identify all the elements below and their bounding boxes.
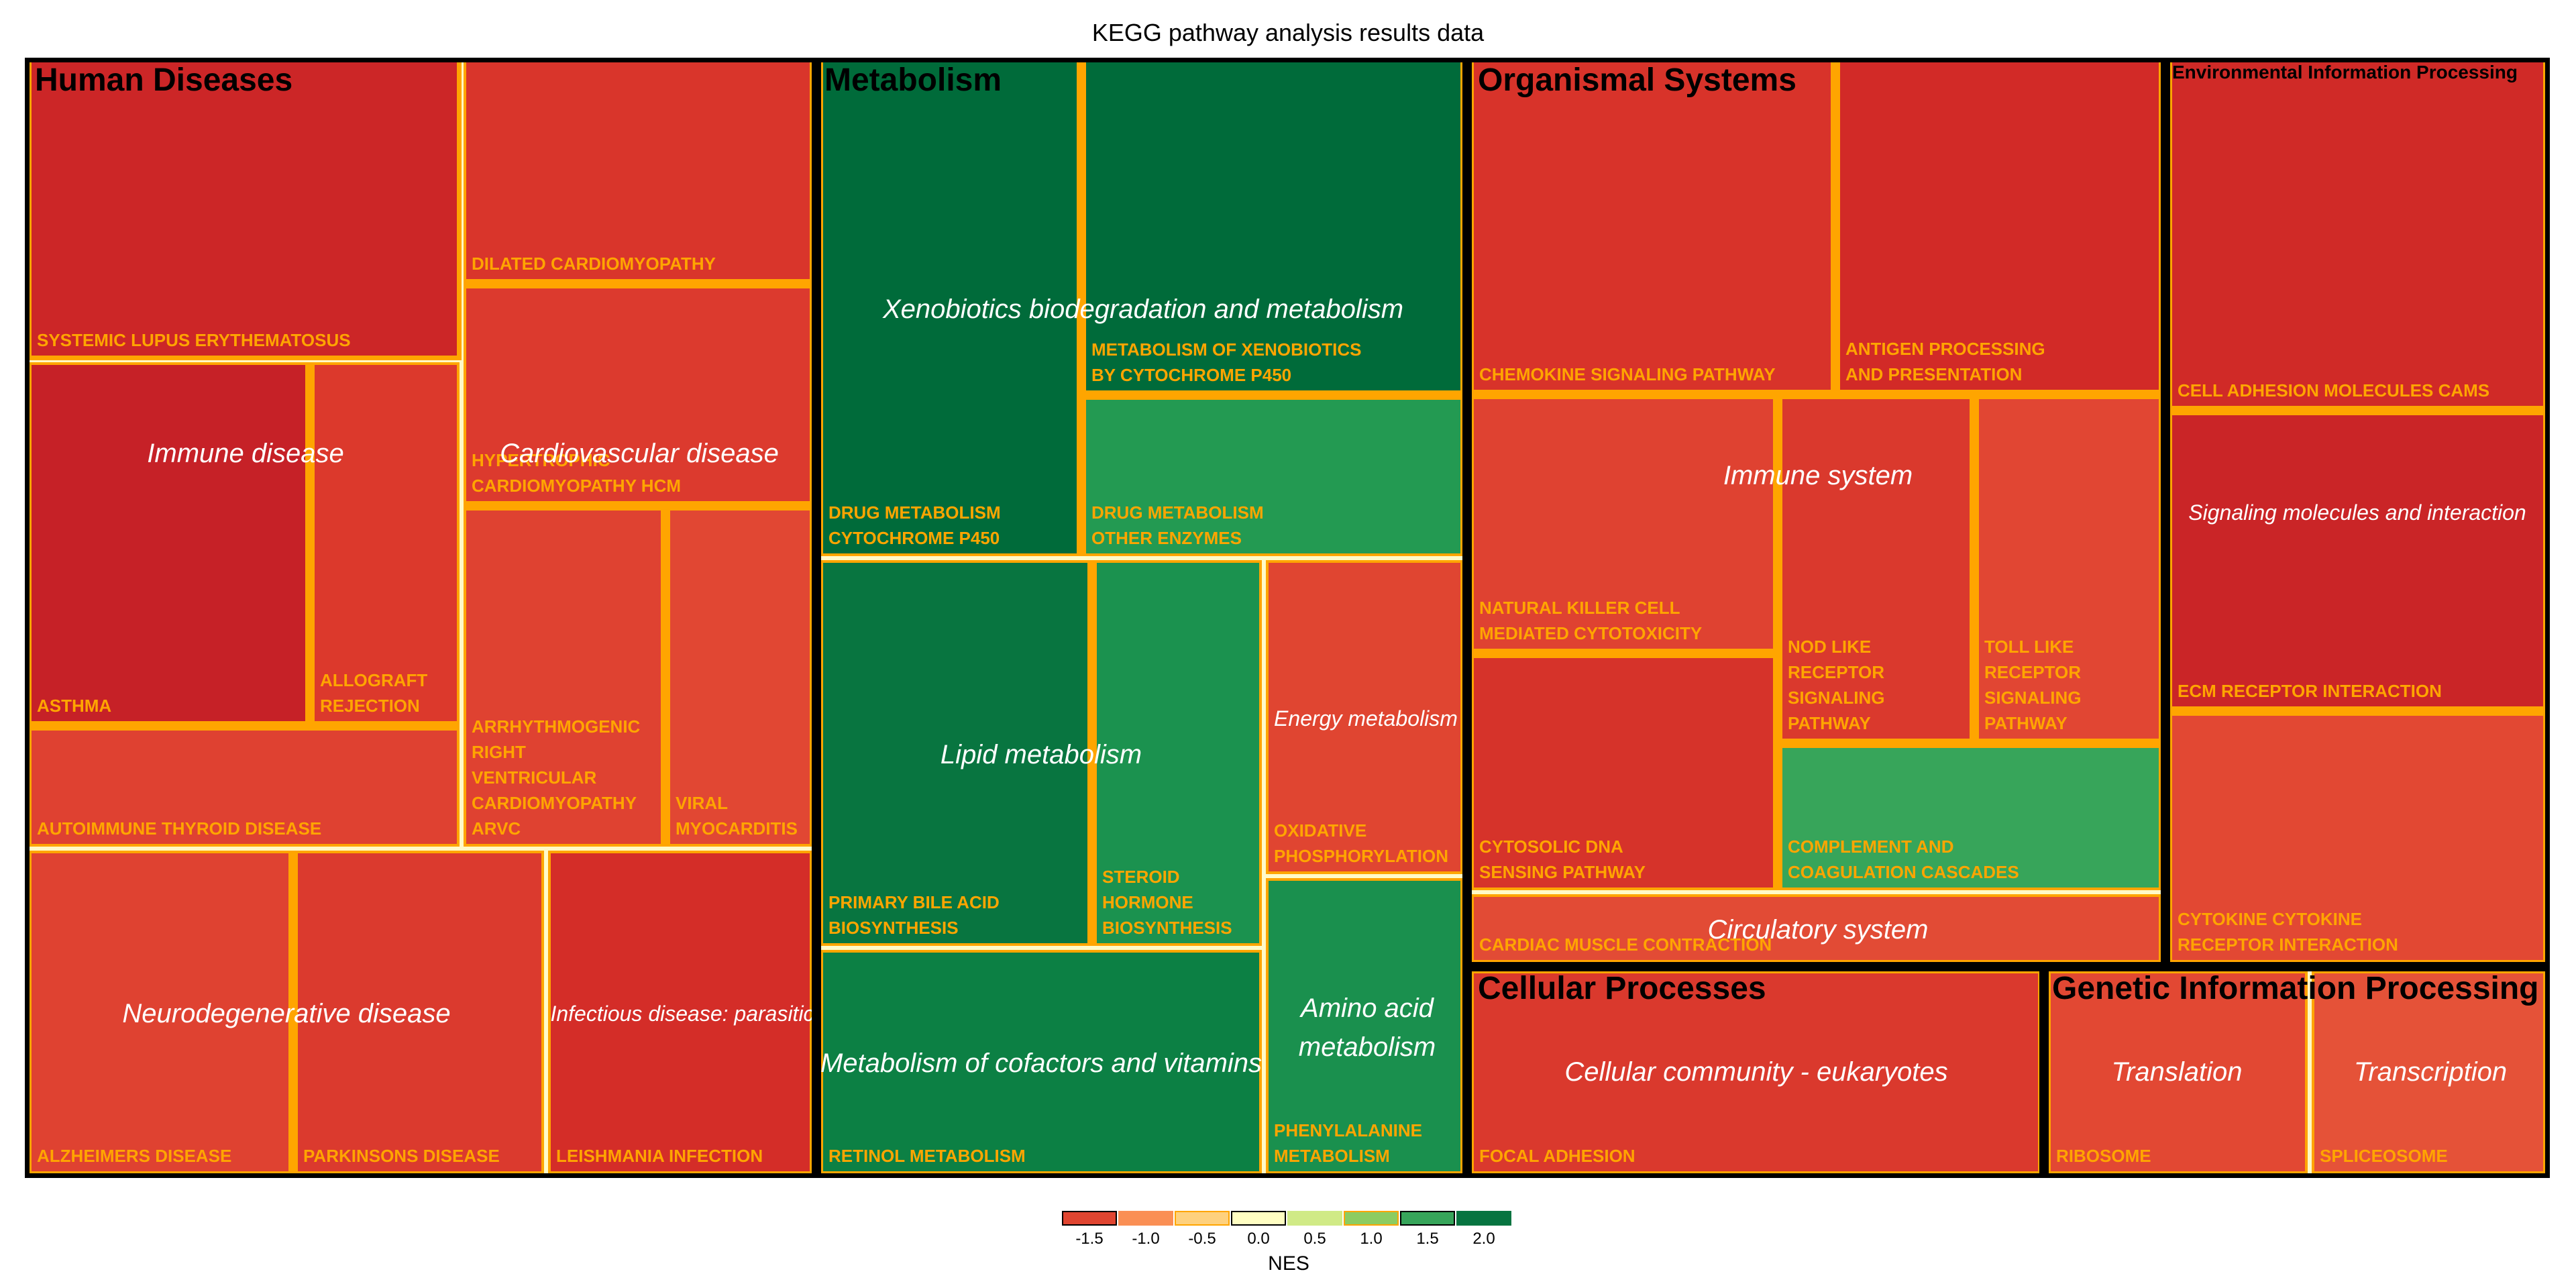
tile-label: COMPLEMENT AND COAGULATION CASCADES	[1788, 837, 2019, 882]
tile-allograft-rejection: ALLOGRAFT REJECTION	[310, 360, 462, 726]
subgroup-label: Cellular community - eukaryotes	[1564, 1057, 1948, 1087]
tile-hypertrophic-cardiomyopathy-hcm: HYPERTROPHIC CARDIOMYOPATHY HCM	[462, 284, 814, 506]
tile-complement-and-coagulation-cascades: COMPLEMENT AND COAGULATION CASCADES	[1778, 743, 2163, 892]
chart-title: KEGG pathway analysis results data	[1091, 19, 1485, 46]
tile-label: ECM RECEPTOR INTERACTION	[2178, 681, 2442, 701]
group-label-metabolism: Metabolism	[824, 62, 1002, 98]
tile-phenylalanine-metabolism: PHENYLALANINE METABOLISM	[1264, 876, 1465, 1176]
tile-label: CELL ADHESION MOLECULES CAMS	[2178, 380, 2490, 400]
subgroup-label: Lipid metabolism	[940, 740, 1142, 769]
legend-swatch	[1062, 1211, 1117, 1226]
tile-viral-myocarditis: VIRAL MYOCARDITIS	[665, 506, 814, 849]
subgroup-label: Metabolism of cofactors and vitamins	[820, 1049, 1263, 1078]
legend-swatch	[1287, 1211, 1342, 1226]
tile-label: ASTHMA	[37, 696, 112, 716]
legend-tick-label: -1.5	[1075, 1230, 1104, 1248]
tile-label: DILATED CARDIOMYOPATHY	[472, 254, 716, 274]
legend-tick-label: 0.5	[1303, 1230, 1326, 1248]
subgroup-label: Immune system	[1723, 461, 1913, 490]
tile-steroid-hormone-biosynthesis: STEROID HORMONE BIOSYNTHESIS	[1092, 558, 1264, 948]
tile-label: SYSTEMIC LUPUS ERYTHEMATOSUS	[37, 330, 351, 350]
subgroup-label: Cardiovascular disease	[500, 439, 779, 468]
tile-label: VIRAL MYOCARDITIS	[676, 793, 798, 839]
tile-label: AUTOIMMUNE THYROID DISEASE	[37, 818, 322, 839]
tile-label: PHENYLALANINE METABOLISM	[1274, 1120, 1423, 1166]
tile-label: ALZHEIMERS DISEASE	[37, 1146, 232, 1166]
tile-cytokine-cytokine-receptor-interaction: CYTOKINE CYTOKINE RECEPTOR INTERACTION	[2167, 711, 2548, 965]
tile-nod-like-receptor-signaling-pathway: NOD LIKE RECEPTOR SIGNALING PATHWAY	[1778, 394, 1974, 743]
tile-drug-metabolism-other-enzymes: DRUG METABOLISM OTHER ENZYMES	[1081, 395, 1465, 558]
tile-primary-bile-acid-biosynthesis: PRIMARY BILE ACID BIOSYNTHESIS	[818, 558, 1092, 948]
tile-label: ANTIGEN PROCESSING AND PRESENTATION	[1845, 339, 2045, 384]
tile-label: RIBOSOME	[2056, 1146, 2151, 1166]
tile-label: LEISHMANIA INFECTION	[556, 1146, 763, 1166]
tile-dilated-cardiomyopathy: DILATED CARDIOMYOPATHY	[462, 58, 814, 284]
subgroup-label: Translation	[2111, 1057, 2243, 1087]
tile-oxidative-phosphorylation: OXIDATIVE PHOSPHORYLATION	[1264, 558, 1465, 876]
legend-swatch	[1400, 1211, 1455, 1226]
legend-swatch	[1344, 1211, 1399, 1226]
subgroup-label: Neurodegenerative disease	[122, 999, 451, 1028]
tile-label: HYPERTROPHIC CARDIOMYOPATHY HCM	[472, 450, 681, 496]
tile-chemokine-signaling-pathway: CHEMOKINE SIGNALING PATHWAY	[1469, 58, 1835, 394]
legend-title: NES	[1268, 1252, 1309, 1275]
tile-label: ARRHYTHMOGENIC RIGHT VENTRICULAR CARDIOM…	[472, 716, 641, 839]
legend-tick-label: 0.0	[1247, 1230, 1270, 1248]
tile-label: FOCAL ADHESION	[1479, 1146, 1635, 1166]
tile-antigen-processing-and-presentation: ANTIGEN PROCESSING AND PRESENTATION	[1835, 58, 2163, 394]
tile-asthma: ASTHMA	[27, 360, 310, 726]
tile-cytosolic-dna-sensing-pathway: CYTOSOLIC DNA SENSING PATHWAY	[1469, 653, 1778, 892]
subgroup-label: Amino acid metabolism	[1298, 994, 1436, 1062]
tile-retinol-metabolism: RETINOL METABOLISM	[818, 948, 1264, 1176]
tile-natural-killer-cell-mediated-cytotoxicity: NATURAL KILLER CELL MEDIATED CYTOTOXICIT…	[1469, 394, 1778, 653]
tile-systemic-lupus-erythematosus: SYSTEMIC LUPUS ERYTHEMATOSUS	[27, 58, 462, 360]
tile-label: CHEMOKINE SIGNALING PATHWAY	[1479, 364, 1776, 384]
tile-label: PRIMARY BILE ACID BIOSYNTHESIS	[828, 892, 1000, 938]
tile-label: CYTOKINE CYTOKINE RECEPTOR INTERACTION	[2178, 909, 2398, 955]
group-label-cellular-processes: Cellular Processes	[1478, 971, 1766, 1006]
legend-swatch	[1231, 1211, 1286, 1226]
group-label-organismal-systems: Organismal Systems	[1478, 62, 1796, 98]
tile-ribosome: RIBOSOME	[2046, 969, 2310, 1176]
legend-tick-label: 1.0	[1360, 1230, 1383, 1248]
legend-tick-label: -1.0	[1132, 1230, 1160, 1248]
tile-label: NATURAL KILLER CELL MEDIATED CYTOTOXICIT…	[1479, 598, 1703, 643]
tile-metabolism-of-xenobiotics-by-cytochrome-p450: METABOLISM OF XENOBIOTICS BY CYTOCHROME …	[1081, 58, 1465, 395]
subgroup-label: Infectious disease: parasitic	[550, 1002, 814, 1026]
legend-swatch	[1118, 1211, 1173, 1226]
tile-autoimmune-thyroid-disease: AUTOIMMUNE THYROID DISEASE	[27, 726, 462, 849]
subgroup-label: Energy metabolism	[1274, 706, 1458, 731]
group-label-environmental-information-processing: Environmental Information Processing	[2172, 62, 2518, 83]
tile-label: DRUG METABOLISM CYTOCHROME P450	[828, 502, 1001, 548]
tile-label: DRUG METABOLISM OTHER ENZYMES	[1091, 502, 1264, 548]
tile-label: NOD LIKE RECEPTOR SIGNALING PATHWAY	[1788, 637, 1885, 733]
legend-tick-label: 2.0	[1472, 1230, 1495, 1248]
tile-label: TOLL LIKE RECEPTOR SIGNALING PATHWAY	[1984, 637, 2082, 733]
group-label-human-diseases: Human Diseases	[35, 62, 293, 98]
tile-toll-like-receptor-signaling-pathway: TOLL LIKE RECEPTOR SIGNALING PATHWAY	[1974, 394, 2163, 743]
tile-label: CARDIAC MUSCLE CONTRACTION	[1479, 934, 1772, 955]
tile-label: RETINOL METABOLISM	[828, 1146, 1026, 1166]
tile-label: SPLICEOSOME	[2320, 1146, 2448, 1166]
tile-ecm-receptor-interaction: ECM RECEPTOR INTERACTION	[2167, 411, 2548, 711]
legend-tick-label: -0.5	[1188, 1230, 1216, 1248]
tile-arrhythmogenic-right-ventricular-cardiomyopathy-arvc: ARRHYTHMOGENIC RIGHT VENTRICULAR CARDIOM…	[462, 506, 665, 849]
subgroup-label: Circulatory system	[1707, 915, 1929, 945]
legend-swatch	[1175, 1211, 1230, 1226]
tile-label: CYTOSOLIC DNA SENSING PATHWAY	[1479, 837, 1646, 882]
subgroup-label: Signaling molecules and interaction	[2188, 500, 2526, 525]
tile-label: STEROID HORMONE BIOSYNTHESIS	[1102, 867, 1232, 938]
group-label-genetic-information-processing: Genetic Information Processing	[2052, 971, 2539, 1006]
legend-swatch	[1456, 1211, 1511, 1226]
tile-label: OXIDATIVE PHOSPHORYLATION	[1274, 820, 1449, 866]
tile-cell-adhesion-molecules-cams: CELL ADHESION MOLECULES CAMS	[2167, 58, 2548, 411]
tile-label: METABOLISM OF XENOBIOTICS BY CYTOCHROME …	[1091, 339, 1362, 385]
legend-tick-label: 1.5	[1416, 1230, 1439, 1248]
subgroup-label: Transcription	[2353, 1057, 2508, 1087]
subgroup-label: Immune disease	[147, 439, 344, 468]
tile-label: ALLOGRAFT REJECTION	[320, 670, 428, 716]
subgroup-label: Xenobiotics biodegradation and metabolis…	[882, 294, 1404, 324]
tile-label: PARKINSONS DISEASE	[303, 1146, 500, 1166]
